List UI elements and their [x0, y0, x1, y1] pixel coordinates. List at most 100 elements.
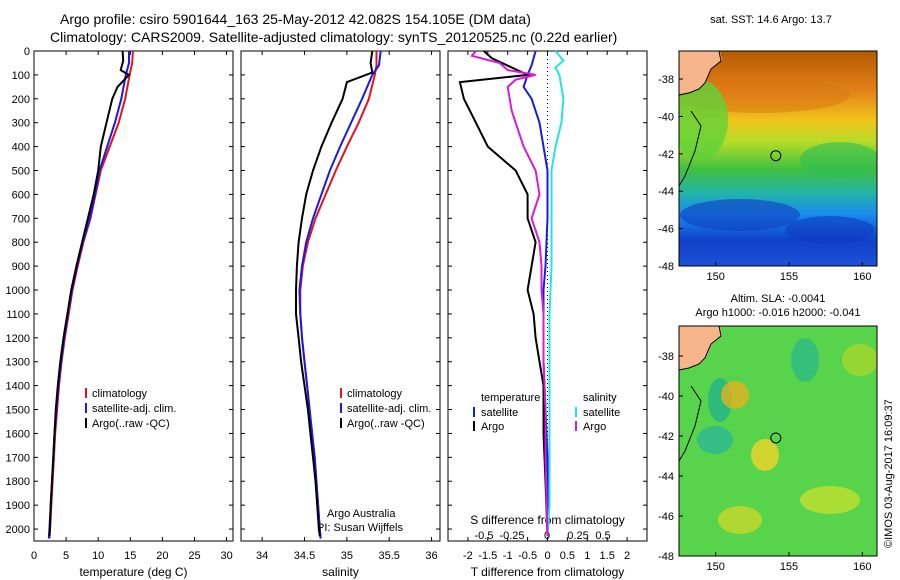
- legend-label: Argo(..raw -QC): [92, 418, 170, 430]
- x-tick-label: 1.5: [600, 550, 615, 562]
- series-line-salinity-argo-raw-qc-: [295, 50, 374, 537]
- map-x-tick-label: 155: [780, 561, 798, 573]
- map-title-sst: sat. SST: 14.6 Argo: 13.7: [710, 14, 832, 26]
- annotation-pi: PI: Susan Wijffels: [317, 522, 403, 534]
- depth-tick-label: 2000: [6, 524, 30, 536]
- profile-location-marker: [770, 432, 782, 444]
- sla-map-field: [679, 326, 877, 556]
- map-x-tick-label: 150: [706, 271, 724, 283]
- x-tick-label: 36: [425, 550, 437, 562]
- series-line-temperature-climatology: [48, 50, 134, 539]
- x-axis-label-salinity: salinity: [322, 565, 359, 579]
- x-axis-label-difference: T difference from climatology: [471, 565, 625, 579]
- depth-tick-label: 300: [12, 118, 30, 130]
- plot-frame-salinity: [240, 50, 441, 542]
- series-line-difference-s-argo: [470, 50, 549, 537]
- map-x-tick-label: 160: [853, 561, 871, 573]
- depth-tick-label: 1300: [6, 357, 30, 369]
- s-tick-label: -0.25: [499, 530, 524, 542]
- sst-map-field: [679, 51, 877, 266]
- title-line-2: Climatology: CARS2009. Satellite-adjuste…: [50, 29, 618, 45]
- s-tick-label: -0.5: [475, 530, 494, 542]
- depth-tick-label: 1500: [6, 405, 30, 417]
- series-line-temperature-argo-raw-qc-: [48, 50, 131, 537]
- map-y-tick-label: -42: [658, 149, 674, 161]
- map-y-tick-label: -44: [658, 186, 674, 198]
- depth-tick-label: 500: [12, 166, 30, 178]
- legend-label: Argo(..raw -QC): [347, 418, 425, 430]
- depth-tick-label: 400: [12, 142, 30, 154]
- coastline: [678, 325, 722, 371]
- map-x-tick-label: 160: [853, 271, 871, 283]
- depth-tick-label: 1200: [6, 333, 30, 345]
- profile-location-marker: [770, 150, 782, 162]
- series-line-salinity-satellite-adj-clim-: [298, 50, 382, 539]
- x-tick-label: 0.5: [560, 550, 575, 562]
- depth-tick-label: 1400: [6, 381, 30, 393]
- x-tick-label: 15: [124, 550, 136, 562]
- map-y-tick-label: -40: [658, 391, 674, 403]
- legend-label: Argo: [481, 421, 504, 433]
- series-line-difference-s-satellite: [546, 50, 565, 537]
- depth-tick-label: 900: [12, 261, 30, 273]
- plot-frame-temperature: [33, 50, 234, 542]
- series-line-salinity-climatology: [299, 51, 378, 539]
- x-tick-label: -1: [503, 550, 513, 562]
- legend-title-salinity: salinity: [583, 392, 617, 404]
- x-tick-label: 35: [341, 550, 353, 562]
- map-y-tick-label: -44: [658, 471, 674, 483]
- map-y-tick-label: -38: [658, 351, 674, 363]
- imos-credit: ©IMOS 03-Aug-2017 16:09:37: [883, 399, 895, 548]
- map-title-sla: Altim. SLA: -0.0041: [731, 293, 826, 305]
- depth-tick-label: 1700: [6, 452, 30, 464]
- x-tick-label: -0.5: [518, 550, 537, 562]
- coastline-tasmania: [678, 385, 702, 462]
- map-y-tick-label: -46: [658, 224, 674, 236]
- depth-tick-label: 0: [24, 46, 30, 58]
- series-line-difference-t-argo: [458, 50, 549, 537]
- map-x-tick-label: 150: [706, 561, 724, 573]
- map-subtitle-sla: Argo h1000: -0.016 h2000: -0.041: [695, 307, 860, 319]
- x-tick-label: 34: [256, 550, 268, 562]
- map-frame-sla_map: [678, 325, 878, 557]
- x-tick-label: 5: [63, 550, 69, 562]
- legend-label: satellite-adj. clim.: [92, 403, 176, 415]
- x-tick-label: 25: [188, 550, 200, 562]
- s-tick-label: 0.5: [595, 530, 610, 542]
- map-x-tick-label: 155: [780, 271, 798, 283]
- s-tick-label: 0.25: [567, 530, 588, 542]
- map-y-tick-label: -46: [658, 511, 674, 523]
- map-y-tick-label: -40: [658, 111, 674, 123]
- x-tick-label: 10: [92, 550, 104, 562]
- x-tick-label: 1: [584, 550, 590, 562]
- x-tick-label: 0: [31, 550, 37, 562]
- x-tick-label: 34.5: [294, 550, 315, 562]
- x-tick-label: 35.5: [378, 550, 399, 562]
- series-line-temperature-satellite-adj-clim-: [47, 51, 130, 539]
- depth-tick-label: 100: [12, 70, 30, 82]
- x-axis-label-temperature: temperature (deg C): [79, 565, 187, 579]
- depth-tick-label: 1100: [6, 309, 30, 321]
- x-tick-label: -2: [463, 550, 473, 562]
- x-tick-label: -1.5: [478, 550, 497, 562]
- title-line-1: Argo profile: csiro 5901644_163 25-May-2…: [60, 11, 531, 27]
- coastline-tasmania: [678, 110, 702, 187]
- depth-tick-label: 800: [12, 237, 30, 249]
- map-frame-sst_map: [678, 50, 878, 267]
- x-tick-label: 20: [156, 550, 168, 562]
- x-tick-label: 0: [544, 550, 550, 562]
- depth-tick-label: 1800: [6, 476, 30, 488]
- depth-tick-label: 1600: [6, 428, 30, 440]
- depth-tick-label: 700: [12, 213, 30, 225]
- x-tick-label: 2: [624, 550, 630, 562]
- coastline: [678, 50, 722, 96]
- legend-label: satellite: [583, 407, 620, 419]
- legend-label: satellite: [481, 407, 518, 419]
- legend-title-temperature: temperature: [481, 392, 540, 404]
- depth-tick-label: 200: [12, 94, 30, 106]
- depth-tick-label: 1000: [6, 285, 30, 297]
- legend-label: climatology: [92, 388, 148, 400]
- legend-label: climatology: [347, 388, 403, 400]
- map-y-tick-label: -42: [658, 431, 674, 443]
